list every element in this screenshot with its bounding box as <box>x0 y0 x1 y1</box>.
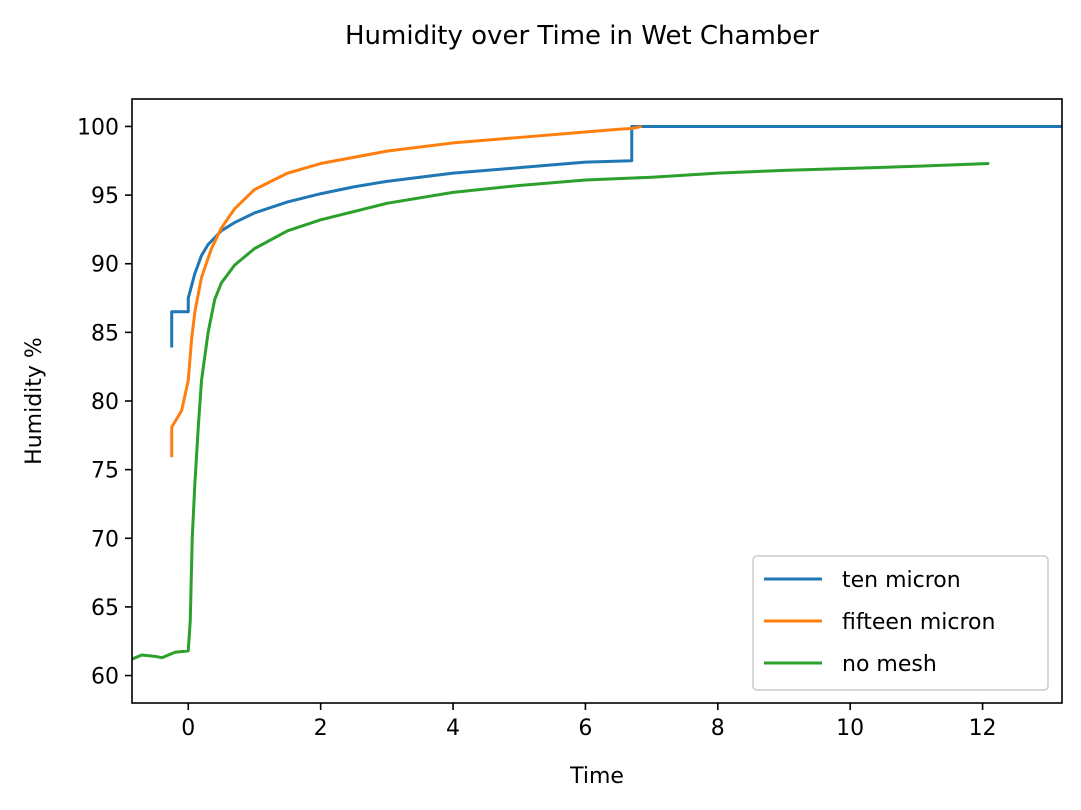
y-tick-label: 85 <box>91 321 119 346</box>
x-tick-label: 2 <box>314 716 328 741</box>
series-line-fifteen-micron <box>170 124 642 458</box>
legend-label-no-mesh: no mesh <box>842 652 937 677</box>
x-axis-ticks: 0 2 4 6 8 10 12 <box>181 703 997 741</box>
y-tick-label: 90 <box>91 253 119 278</box>
x-axis-label: Time <box>569 764 624 789</box>
y-tick-label: 95 <box>91 184 119 209</box>
x-tick-label: 8 <box>711 716 725 741</box>
y-tick-label: 100 <box>77 115 119 140</box>
y-tick-label: 80 <box>91 390 119 415</box>
x-tick-label: 0 <box>181 716 195 741</box>
series-line-no-mesh <box>131 162 990 661</box>
x-tick-label: 10 <box>836 716 864 741</box>
y-tick-label: 75 <box>91 459 119 484</box>
legend-label-fifteen-micron: fifteen micron <box>842 610 995 635</box>
legend-frame <box>752 555 1049 691</box>
y-axis-label: Humidity % <box>22 337 47 465</box>
x-tick-label: 4 <box>446 716 460 741</box>
y-tick-label: 65 <box>91 596 119 621</box>
y-axis-ticks: 60 65 70 75 80 85 90 95 100 <box>77 115 132 690</box>
chart-title: Humidity over Time in Wet Chamber <box>345 21 819 51</box>
legend: ten micron fifteen micron no mesh <box>752 555 1049 691</box>
plot-lines <box>131 124 1062 661</box>
x-tick-label: 6 <box>578 716 592 741</box>
y-tick-label: 70 <box>91 527 119 552</box>
x-tick-label: 12 <box>969 716 997 741</box>
series-line-ten-micron <box>170 124 1062 348</box>
y-tick-label: 60 <box>91 665 119 690</box>
legend-label-ten-micron: ten micron <box>842 568 961 593</box>
